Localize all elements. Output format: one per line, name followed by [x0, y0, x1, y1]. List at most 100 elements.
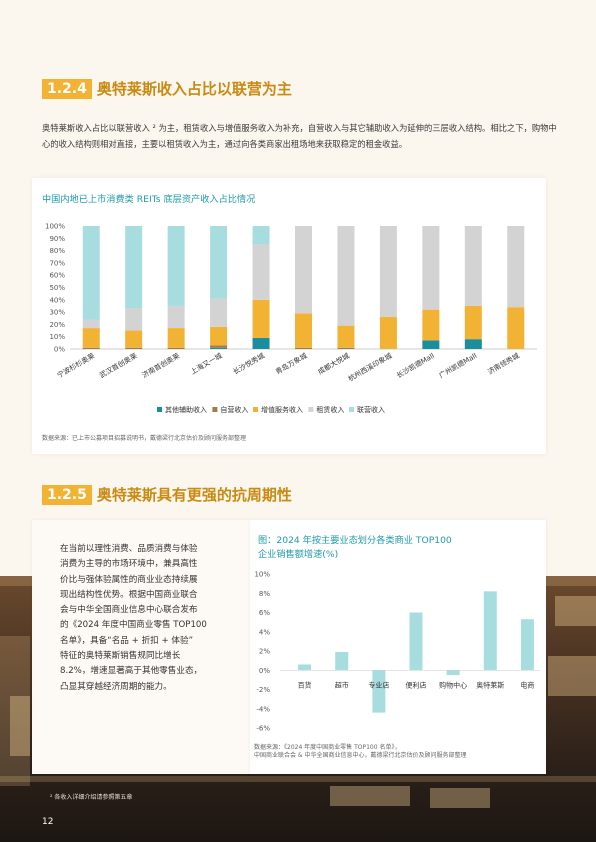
chart1-title: 中国内地已上市消费类 REITs 底层资产收入占比情况 [42, 194, 256, 205]
y-tick-label: 40% [49, 296, 65, 304]
bar-segment [125, 308, 143, 331]
bar-segment [210, 298, 228, 327]
bar-segment [210, 345, 228, 348]
bar-segment [210, 326, 228, 346]
x-tick-label: 电商 [520, 680, 534, 689]
section-number: 1.2.5 [42, 484, 92, 505]
legend-swatch [157, 407, 162, 412]
bar [298, 664, 312, 671]
bar-segment [337, 226, 355, 326]
bar [520, 619, 534, 671]
x-tick-label: 超市 [335, 680, 349, 689]
chart2-title-line1: 图：2024 年按主要业态划分各类商业 TOP100 [258, 535, 452, 546]
section-paragraph: 奥特莱斯收入占比以联营收入 ² 为主，租赁收入与增值服务收入为补充，自营收入与其… [42, 123, 557, 149]
y-tick-label: 30% [49, 309, 65, 317]
y-tick-label: 60% [49, 272, 65, 280]
text-line: 名单》，具备“名品 + 折扣 + 体验” [60, 635, 194, 646]
bar [372, 670, 386, 713]
bar-segment [167, 305, 185, 329]
bar [446, 670, 460, 676]
footnote: ² 各收入详细介绍请参照第五章 [50, 794, 133, 801]
page-number: 12 [42, 817, 54, 827]
y-tick-label: 50% [49, 284, 65, 292]
bar-segment [167, 328, 185, 348]
text-card [32, 520, 250, 774]
text-line: 会与中华全国商业信息中心联合发布 [60, 605, 198, 616]
x-tick-label: 长沙凯德Mall [395, 351, 436, 380]
bar-segment [125, 330, 143, 348]
x-tick-label: 武汉首创奥莱 [98, 351, 139, 380]
bar [483, 591, 497, 671]
x-tick-label: 成都大悦城 [316, 351, 351, 376]
chart1-source: 数据来源：已上市公募项目招募说明书，戴德梁行北京估价及顾问服务部整理 [42, 435, 247, 442]
bar-segment [422, 340, 440, 349]
bar-segment [295, 313, 312, 348]
legend-label: 联营收入 [357, 405, 385, 414]
section2-text: 在当前以理性消费、品质消费与体验 消费为主导的市场环境中，兼具高性 价比与强体验… [60, 542, 232, 695]
x-tick-label: 百货 [298, 680, 312, 689]
stacked-bar-chart: 0% 10% 20% 30% 40% 50% 60% 70% 80% 90% 100% 宁波杉杉奥莱武… [45, 223, 537, 414]
y-tick-label: 0% [259, 667, 270, 675]
bar-segment [295, 347, 312, 349]
section-title: 奥特莱斯具有更强的抗周期性 [96, 486, 292, 504]
bar-segment [125, 226, 143, 309]
text-line: 现出结构性优势。根据中国商业联合 [60, 589, 198, 600]
text-line: 的《2024 年度中国商业零售 TOP100 [60, 620, 207, 631]
bar-segment [507, 307, 525, 349]
bar-segment [252, 244, 270, 300]
bar-segment [422, 226, 440, 310]
y-tick-label: -4% [256, 705, 270, 713]
x-tick-label: 专业店 [368, 680, 389, 689]
bar-segment [507, 226, 525, 308]
bar-segment [82, 319, 100, 329]
bar-segment [167, 226, 185, 306]
chart1-card: 中国内地已上市消费类 REITs 底层资产收入占比情况 0% 10% 20% 30% 4… [32, 178, 546, 454]
y-tick-label: 70% [49, 259, 65, 267]
growth-bar-chart: 10% 8% 6% 4% 2% 0% -2% -4% -6% 百货 超市 专业店 便利店 购物中心 奥特莱斯… [254, 571, 540, 733]
text-line: 在当前以理性消费、品质消费与体验 [60, 544, 198, 554]
legend-label: 增值服务收入 [261, 405, 303, 414]
chart2-source-line1: 数据来源：《2024 年度中国商业零售 TOP100 名单》， [254, 744, 401, 751]
y-tick-label: 0% [54, 346, 65, 354]
text-line: 特征的奥特莱斯销售规同比增长 [60, 651, 181, 662]
bar-segment [82, 226, 100, 320]
y-tick-label: 20% [49, 321, 65, 329]
text-line: 8.2%，增速显著高于其他零售业态， [60, 666, 203, 677]
bar-segment [252, 299, 270, 338]
bar-segment [464, 305, 482, 340]
y-tick-label: 10% [49, 333, 65, 341]
bar-segment [167, 347, 185, 349]
bar-segment [464, 339, 482, 349]
bar [335, 651, 349, 671]
legend-swatch [308, 407, 314, 412]
y-tick-label: -6% [256, 725, 270, 733]
text-line: 凸显其穿越经济周期的能力。 [60, 681, 172, 692]
y-tick-label: 8% [259, 590, 270, 598]
chart2-source-line2: 中国商业联合会 & 中华全国商业信息中心，戴德梁行北京估价及顾问服务部整理 [254, 752, 467, 759]
legend-label: 租赁收入 [316, 405, 344, 414]
chart2-card: 图：2024 年按主要业态划分各类商业 TOP100 企业销售额增速(%) 10… [250, 520, 546, 774]
y-tick-label: 6% [259, 609, 270, 617]
x-tick-label: 济南领秀城 [486, 351, 521, 376]
x-tick-label: 济南首创奥莱 [140, 351, 181, 380]
x-tick-label: 便利店 [406, 680, 427, 689]
legend-label: 其他辅助收入 [165, 405, 207, 414]
bar-segment [379, 317, 397, 349]
x-tick-label: 杭州西溪印象城 [346, 351, 393, 383]
x-tick-label: 购物中心 [439, 680, 467, 689]
y-tick-label: 90% [49, 235, 65, 243]
bar-segment [337, 347, 355, 349]
x-tick-label: 奥特莱斯 [476, 680, 504, 689]
bar-segment [295, 226, 312, 314]
bar-segment [379, 226, 397, 318]
bar-segment [337, 325, 355, 348]
y-tick-label: 80% [49, 247, 65, 255]
y-tick-label: 4% [259, 628, 270, 636]
y-tick-label: 10% [254, 571, 270, 579]
legend-swatch [212, 407, 218, 412]
x-tick-label: 青岛万象城 [274, 351, 309, 376]
bar-segment [252, 337, 270, 349]
legend-label: 自营收入 [220, 405, 248, 414]
y-tick-label: 100% [45, 223, 65, 231]
x-tick-label: 宁波杉杉奥莱 [55, 351, 96, 380]
